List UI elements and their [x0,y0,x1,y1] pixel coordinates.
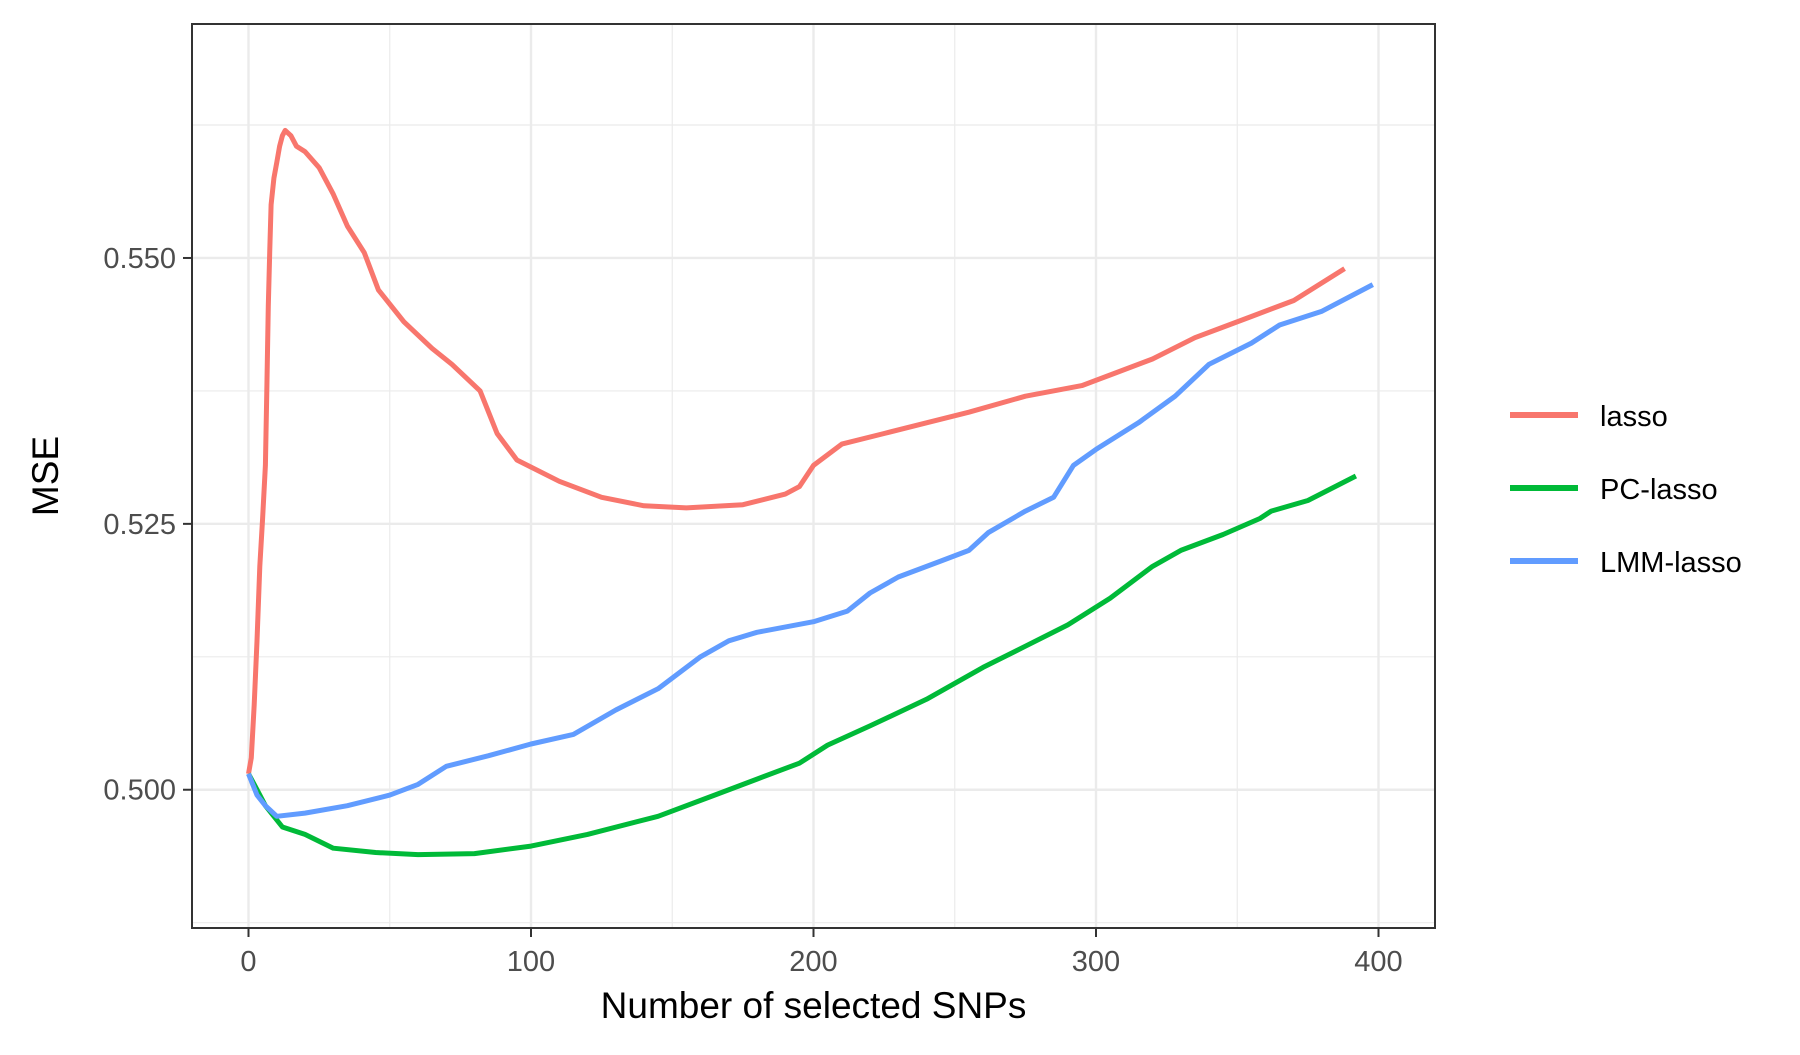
legend-label-pc-lasso: PC-lasso [1600,474,1718,506]
legend-label-lmm-lasso: LMM-lasso [1600,547,1742,579]
x-axis-title: Number of selected SNPs [601,985,1027,1026]
y-axis: 0.500 0.525 0.550 [103,243,192,807]
x-tick-label: 100 [507,946,555,978]
x-tick-label: 200 [789,946,837,978]
y-tick-label: 0.500 [103,775,176,807]
y-axis-title: MSE [25,436,66,516]
legend: lasso PC-lasso LMM-lasso [1510,401,1742,579]
y-tick-label: 0.525 [103,509,176,541]
series-lines [246,127,1374,858]
legend-label-lasso: lasso [1600,401,1668,433]
major-gridlines [192,24,1435,928]
x-tick-label: 300 [1072,946,1120,978]
x-tick-label: 0 [240,946,256,978]
x-axis: 0 100 200 300 400 [240,928,1403,978]
x-tick-label: 400 [1354,946,1402,978]
series-line-lasso [246,127,1346,775]
series-line-pc-lasso [246,473,1358,858]
series-line-lmm-lasso [246,282,1374,819]
y-tick-label: 0.550 [103,243,176,275]
